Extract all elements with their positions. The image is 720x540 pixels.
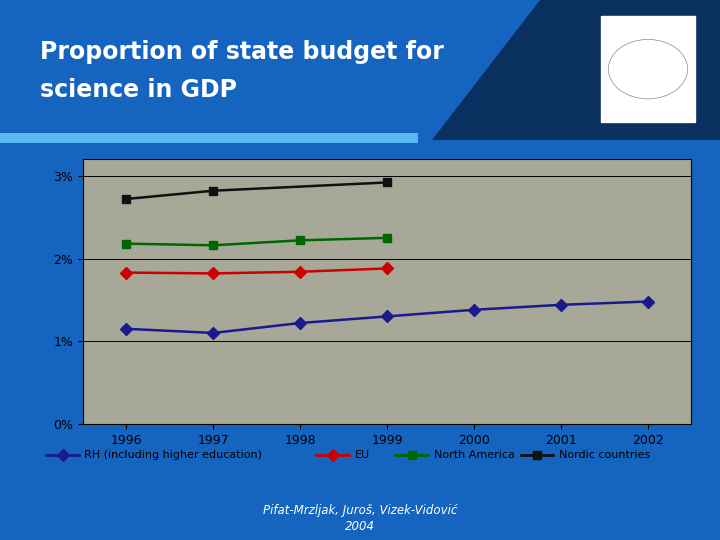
Bar	[601, 16, 695, 122]
Text: Pifat-Mrzljak, Juroš, Vizek-Vidović: Pifat-Mrzljak, Juroš, Vizek-Vidović	[263, 504, 457, 517]
Text: 2004: 2004	[345, 520, 375, 533]
North America	[296, 237, 305, 244]
Text: RH (including higher education): RH (including higher education)	[84, 450, 262, 460]
Nordic countries	[122, 195, 130, 202]
RH (including higher education)	[209, 330, 217, 336]
Nordic countries	[383, 179, 392, 186]
RH (including higher education)	[469, 307, 478, 313]
Text: EU: EU	[354, 450, 369, 460]
RH (including higher education)	[644, 298, 652, 305]
Text: Nordic countries: Nordic countries	[559, 450, 650, 460]
Line: RH (including higher education): RH (including higher education)	[122, 298, 652, 337]
Line: EU: EU	[122, 264, 391, 278]
EU	[383, 265, 392, 272]
RH (including higher education)	[557, 301, 565, 308]
Line: Nordic countries: Nordic countries	[122, 178, 391, 203]
Bar	[0, 133, 418, 143]
North America	[209, 242, 217, 248]
RH (including higher education)	[296, 320, 305, 326]
Line: North America: North America	[122, 234, 391, 249]
Text: Proportion of state budget for: Proportion of state budget for	[40, 40, 444, 64]
RH (including higher education)	[383, 313, 392, 320]
Polygon shape	[432, 0, 720, 140]
North America	[122, 240, 130, 247]
Nordic countries	[209, 187, 217, 194]
Text: North America: North America	[433, 450, 514, 460]
EU	[209, 270, 217, 276]
Text: science in GDP: science in GDP	[40, 78, 237, 102]
RH (including higher education)	[122, 326, 130, 332]
EU	[296, 268, 305, 275]
EU	[122, 269, 130, 276]
North America	[383, 234, 392, 241]
